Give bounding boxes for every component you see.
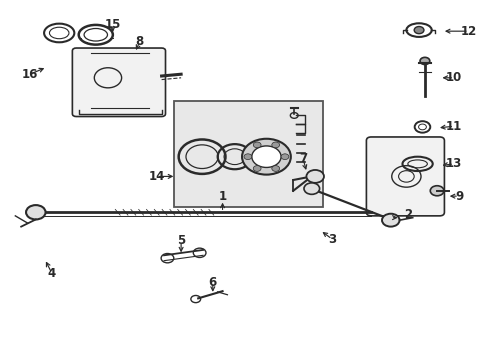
Circle shape (271, 142, 279, 148)
Text: 15: 15 (104, 18, 121, 31)
Text: 14: 14 (148, 170, 164, 183)
Text: 6: 6 (208, 276, 217, 289)
Circle shape (26, 205, 45, 220)
Text: 8: 8 (135, 35, 143, 49)
Text: 9: 9 (454, 190, 462, 203)
FancyBboxPatch shape (72, 48, 165, 117)
Circle shape (253, 142, 261, 148)
Circle shape (253, 166, 261, 171)
Circle shape (419, 57, 429, 64)
Text: 12: 12 (460, 25, 476, 38)
Circle shape (242, 139, 290, 175)
Circle shape (413, 27, 423, 34)
Text: 4: 4 (48, 267, 56, 280)
Text: 2: 2 (403, 208, 411, 221)
Circle shape (251, 146, 281, 167)
Text: 10: 10 (445, 71, 461, 84)
Circle shape (304, 183, 319, 194)
Circle shape (306, 170, 324, 183)
Text: 1: 1 (218, 190, 226, 203)
Text: 3: 3 (327, 233, 336, 246)
Circle shape (281, 154, 288, 159)
Circle shape (271, 166, 279, 171)
Text: 13: 13 (445, 157, 461, 170)
Bar (173, 101, 322, 207)
Circle shape (244, 154, 251, 159)
FancyBboxPatch shape (366, 137, 444, 216)
Text: 11: 11 (445, 120, 461, 133)
Circle shape (381, 214, 399, 226)
Text: 7: 7 (298, 152, 306, 165)
Text: 16: 16 (22, 68, 38, 81)
Circle shape (429, 186, 443, 196)
Text: 5: 5 (177, 234, 185, 247)
